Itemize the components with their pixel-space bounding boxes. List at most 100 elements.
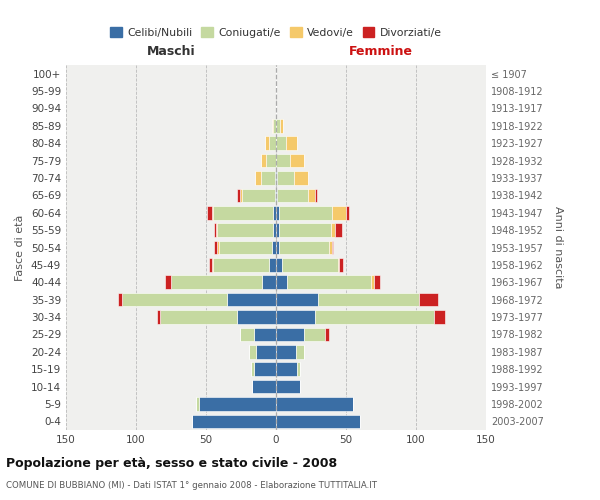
Bar (279, 224, 331, 237)
Bar (275, 188, 276, 202)
Text: Maschi: Maschi (146, 45, 196, 58)
Bar (276, 276, 287, 289)
Bar (297, 362, 300, 376)
Bar (218, 240, 272, 254)
Bar (279, 240, 329, 254)
Bar (276, 154, 290, 168)
Bar (254, 328, 276, 341)
Bar (256, 345, 276, 358)
Bar (252, 380, 276, 394)
Bar (250, 345, 256, 358)
Bar (273, 206, 276, 220)
Bar (276, 328, 304, 341)
Bar (346, 206, 349, 220)
Y-axis label: Fasce di età: Fasce di età (16, 214, 25, 280)
Bar (277, 171, 294, 185)
Bar (272, 240, 276, 254)
Bar (332, 206, 346, 220)
Y-axis label: Anni di nascita: Anni di nascita (553, 206, 563, 289)
Bar (276, 240, 279, 254)
Bar (214, 240, 217, 254)
Bar (276, 206, 279, 220)
Bar (251, 362, 254, 376)
Bar (276, 380, 300, 394)
Bar (254, 362, 276, 376)
Bar (331, 224, 335, 237)
Bar (273, 119, 276, 132)
Bar (227, 293, 276, 306)
Bar (192, 414, 276, 428)
Bar (216, 224, 217, 237)
Bar (213, 258, 269, 272)
Bar (434, 310, 445, 324)
Bar (276, 362, 297, 376)
Bar (276, 119, 280, 132)
Bar (276, 397, 353, 410)
Bar (308, 188, 315, 202)
Bar (239, 328, 254, 341)
Text: Femmine: Femmine (349, 45, 413, 58)
Bar (212, 206, 213, 220)
Bar (276, 258, 281, 272)
Bar (208, 206, 212, 220)
Bar (217, 240, 218, 254)
Bar (166, 276, 171, 289)
Bar (286, 136, 297, 150)
Bar (242, 188, 275, 202)
Bar (212, 258, 213, 272)
Bar (262, 276, 276, 289)
Bar (213, 206, 273, 220)
Bar (276, 310, 315, 324)
Bar (296, 345, 304, 358)
Bar (265, 136, 269, 150)
Bar (294, 171, 308, 185)
Bar (275, 171, 276, 185)
Bar (269, 258, 276, 272)
Bar (315, 188, 317, 202)
Bar (335, 224, 342, 237)
Bar (199, 397, 276, 410)
Text: Popolazione per età, sesso e stato civile - 2008: Popolazione per età, sesso e stato civil… (6, 458, 337, 470)
Bar (266, 154, 276, 168)
Bar (269, 136, 276, 150)
Bar (273, 224, 276, 237)
Bar (277, 188, 308, 202)
Bar (419, 293, 439, 306)
Bar (318, 293, 419, 306)
Text: COMUNE DI BUBBIANO (MI) - Dati ISTAT 1° gennaio 2008 - Elaborazione TUTTITALIA.I: COMUNE DI BUBBIANO (MI) - Dati ISTAT 1° … (6, 481, 377, 490)
Bar (287, 276, 371, 289)
Bar (237, 188, 239, 202)
Bar (209, 258, 212, 272)
Bar (276, 171, 277, 185)
Bar (371, 276, 374, 289)
Bar (237, 310, 276, 324)
Bar (160, 310, 237, 324)
Bar (255, 171, 260, 185)
Bar (118, 293, 122, 306)
Bar (157, 310, 160, 324)
Bar (332, 240, 334, 254)
Bar (217, 224, 273, 237)
Bar (276, 345, 296, 358)
Bar (239, 188, 242, 202)
Bar (329, 240, 332, 254)
Bar (171, 276, 262, 289)
Bar (304, 328, 325, 341)
Bar (276, 293, 318, 306)
Bar (276, 414, 360, 428)
Bar (260, 154, 266, 168)
Bar (279, 206, 332, 220)
Bar (325, 328, 329, 341)
Bar (290, 154, 304, 168)
Bar (280, 119, 283, 132)
Legend: Celibi/Nubili, Coniugati/e, Vedovi/e, Divorziati/e: Celibi/Nubili, Coniugati/e, Vedovi/e, Di… (106, 23, 446, 42)
Bar (122, 293, 227, 306)
Bar (196, 397, 199, 410)
Bar (276, 136, 286, 150)
Bar (260, 171, 275, 185)
Bar (339, 258, 343, 272)
Bar (276, 188, 277, 202)
Bar (272, 119, 273, 132)
Bar (214, 224, 216, 237)
Bar (276, 224, 279, 237)
